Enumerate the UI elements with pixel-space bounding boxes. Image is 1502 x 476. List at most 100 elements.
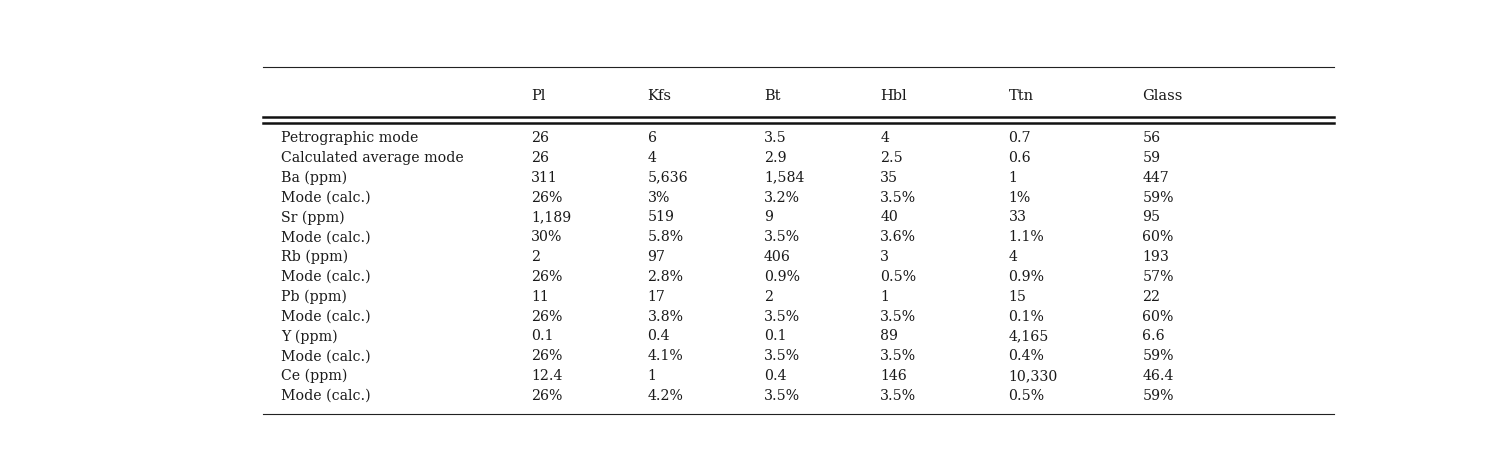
Text: 2.9: 2.9	[765, 150, 787, 165]
Text: 10,330: 10,330	[1008, 368, 1057, 382]
Text: 46.4: 46.4	[1143, 368, 1173, 382]
Text: 3.5%: 3.5%	[880, 388, 916, 402]
Text: 3.5%: 3.5%	[880, 190, 916, 204]
Text: 3.2%: 3.2%	[765, 190, 801, 204]
Text: Pl: Pl	[532, 89, 545, 103]
Text: 1,189: 1,189	[532, 210, 571, 224]
Text: 1: 1	[647, 368, 656, 382]
Text: Mode (calc.): Mode (calc.)	[281, 348, 371, 362]
Text: 22: 22	[1143, 289, 1160, 303]
Text: 3.8%: 3.8%	[647, 309, 683, 323]
Text: 33: 33	[1008, 210, 1026, 224]
Text: 26: 26	[532, 131, 550, 145]
Text: Pb (ppm): Pb (ppm)	[281, 289, 347, 303]
Text: 6.6: 6.6	[1143, 329, 1166, 343]
Text: 4: 4	[647, 150, 656, 165]
Text: 30%: 30%	[532, 230, 563, 244]
Text: 59: 59	[1143, 150, 1161, 165]
Text: Mode (calc.): Mode (calc.)	[281, 309, 371, 323]
Text: 1%: 1%	[1008, 190, 1030, 204]
Text: 40: 40	[880, 210, 898, 224]
Text: Sr (ppm): Sr (ppm)	[281, 210, 344, 224]
Text: 3.6%: 3.6%	[880, 230, 916, 244]
Text: Calculated average mode: Calculated average mode	[281, 150, 464, 165]
Text: 0.9%: 0.9%	[765, 269, 801, 283]
Text: 0.5%: 0.5%	[880, 269, 916, 283]
Text: Ce (ppm): Ce (ppm)	[281, 368, 347, 382]
Text: 3.5%: 3.5%	[765, 388, 801, 402]
Text: 26%: 26%	[532, 190, 563, 204]
Text: 97: 97	[647, 249, 665, 264]
Text: 1,584: 1,584	[765, 170, 805, 184]
Text: 15: 15	[1008, 289, 1026, 303]
Text: 26%: 26%	[532, 269, 563, 283]
Text: 1: 1	[1008, 170, 1017, 184]
Text: Petrographic mode: Petrographic mode	[281, 131, 418, 145]
Text: 146: 146	[880, 368, 907, 382]
Text: 3.5%: 3.5%	[880, 309, 916, 323]
Text: 4.2%: 4.2%	[647, 388, 683, 402]
Text: 0.7: 0.7	[1008, 131, 1030, 145]
Text: 3.5%: 3.5%	[765, 230, 801, 244]
Text: 0.5%: 0.5%	[1008, 388, 1044, 402]
Text: 0.4%: 0.4%	[1008, 348, 1044, 362]
Text: 3.5%: 3.5%	[765, 348, 801, 362]
Text: 3%: 3%	[647, 190, 670, 204]
Text: 1.1%: 1.1%	[1008, 230, 1044, 244]
Text: 447: 447	[1143, 170, 1169, 184]
Text: 0.9%: 0.9%	[1008, 269, 1044, 283]
Text: 406: 406	[765, 249, 792, 264]
Text: 95: 95	[1143, 210, 1161, 224]
Text: 4: 4	[1008, 249, 1017, 264]
Text: 3: 3	[880, 249, 889, 264]
Text: 26: 26	[532, 150, 550, 165]
Text: 2.8%: 2.8%	[647, 269, 683, 283]
Text: 12.4: 12.4	[532, 368, 563, 382]
Text: 2: 2	[765, 289, 774, 303]
Text: 4: 4	[880, 131, 889, 145]
Text: 6: 6	[647, 131, 656, 145]
Text: Mode (calc.): Mode (calc.)	[281, 388, 371, 402]
Text: Hbl: Hbl	[880, 89, 907, 103]
Text: 59%: 59%	[1143, 190, 1173, 204]
Text: 56: 56	[1143, 131, 1161, 145]
Text: 0.6: 0.6	[1008, 150, 1030, 165]
Text: 3.5%: 3.5%	[765, 309, 801, 323]
Text: Y (ppm): Y (ppm)	[281, 328, 338, 343]
Text: 2: 2	[532, 249, 541, 264]
Text: 60%: 60%	[1143, 309, 1173, 323]
Text: 59%: 59%	[1143, 348, 1173, 362]
Text: 5.8%: 5.8%	[647, 230, 683, 244]
Text: 0.1%: 0.1%	[1008, 309, 1044, 323]
Text: 311: 311	[532, 170, 557, 184]
Text: 2.5: 2.5	[880, 150, 903, 165]
Text: 57%: 57%	[1143, 269, 1173, 283]
Text: Mode (calc.): Mode (calc.)	[281, 190, 371, 204]
Text: 11: 11	[532, 289, 548, 303]
Text: 26%: 26%	[532, 348, 563, 362]
Text: 26%: 26%	[532, 309, 563, 323]
Text: 59%: 59%	[1143, 388, 1173, 402]
Text: 519: 519	[647, 210, 674, 224]
Text: 17: 17	[647, 289, 665, 303]
Text: 4,165: 4,165	[1008, 329, 1048, 343]
Text: 3.5: 3.5	[765, 131, 787, 145]
Text: 9: 9	[765, 210, 774, 224]
Text: Ttn: Ttn	[1008, 89, 1033, 103]
Text: 0.4: 0.4	[765, 368, 787, 382]
Text: 5,636: 5,636	[647, 170, 688, 184]
Text: Glass: Glass	[1143, 89, 1182, 103]
Text: Mode (calc.): Mode (calc.)	[281, 230, 371, 244]
Text: Bt: Bt	[765, 89, 781, 103]
Text: 1: 1	[880, 289, 889, 303]
Text: 0.1: 0.1	[532, 329, 554, 343]
Text: 193: 193	[1143, 249, 1169, 264]
Text: Kfs: Kfs	[647, 89, 671, 103]
Text: 0.4: 0.4	[647, 329, 670, 343]
Text: 4.1%: 4.1%	[647, 348, 683, 362]
Text: 26%: 26%	[532, 388, 563, 402]
Text: 89: 89	[880, 329, 898, 343]
Text: Rb (ppm): Rb (ppm)	[281, 249, 348, 264]
Text: 60%: 60%	[1143, 230, 1173, 244]
Text: Ba (ppm): Ba (ppm)	[281, 170, 347, 185]
